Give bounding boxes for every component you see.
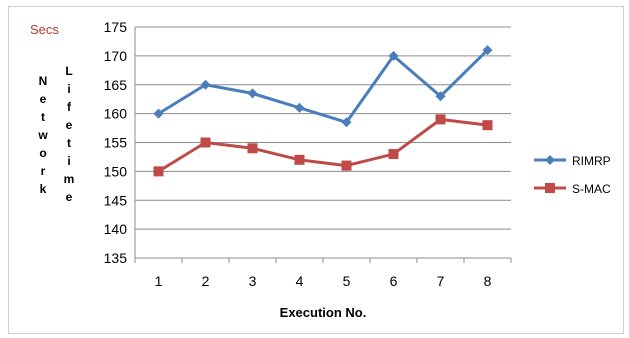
series-line-rimrp	[157, 49, 489, 124]
y-tick-label: 170	[104, 48, 128, 64]
x-tick-label: 2	[202, 273, 210, 289]
x-tick-label: 4	[296, 273, 304, 289]
data-point-s-mac	[341, 160, 352, 171]
data-point-s-mac	[435, 114, 446, 125]
data-point-s-mac	[482, 120, 493, 131]
data-point-s-mac	[294, 154, 305, 165]
data-point-rimrp	[435, 91, 446, 102]
data-point-rimrp	[153, 108, 164, 119]
data-point-rimrp	[341, 117, 352, 128]
data-point-rimrp	[200, 79, 211, 90]
x-tick-label: 8	[484, 273, 492, 289]
data-point-rimrp	[294, 102, 305, 113]
data-point-rimrp	[247, 88, 258, 99]
y-unit-label: Secs	[30, 22, 59, 37]
y-tick-label: 175	[104, 19, 128, 35]
legend-marker-s-mac	[545, 183, 555, 193]
legend-label-s-mac: S-MAC	[572, 182, 611, 196]
x-tick-label: 5	[343, 273, 351, 289]
legend-marker-rimrp	[545, 155, 555, 165]
data-point-rimrp	[388, 50, 399, 61]
y-tick-label: 150	[104, 163, 128, 179]
series-line-s-mac	[157, 117, 488, 173]
legend-label-rimrp: RIMRP	[572, 154, 611, 168]
y-tick-label: 135	[104, 250, 128, 266]
x-tick-label: 6	[390, 273, 398, 289]
y-tick-label: 155	[104, 135, 128, 151]
data-point-s-mac	[153, 166, 164, 177]
x-axis-title: Execution No.	[280, 305, 367, 320]
y-tick-label: 145	[104, 192, 128, 208]
data-point-s-mac	[200, 137, 211, 148]
data-point-s-mac	[247, 143, 258, 154]
data-point-rimrp	[482, 45, 493, 56]
y-tick-label: 140	[104, 221, 128, 237]
chart-frame	[8, 6, 624, 334]
data-point-s-mac	[388, 149, 399, 160]
x-tick-label: 3	[249, 273, 257, 289]
x-tick-label: 1	[155, 273, 163, 289]
y-tick-label: 160	[104, 106, 128, 122]
y-tick-label: 165	[104, 77, 128, 93]
x-tick-label: 7	[437, 273, 445, 289]
